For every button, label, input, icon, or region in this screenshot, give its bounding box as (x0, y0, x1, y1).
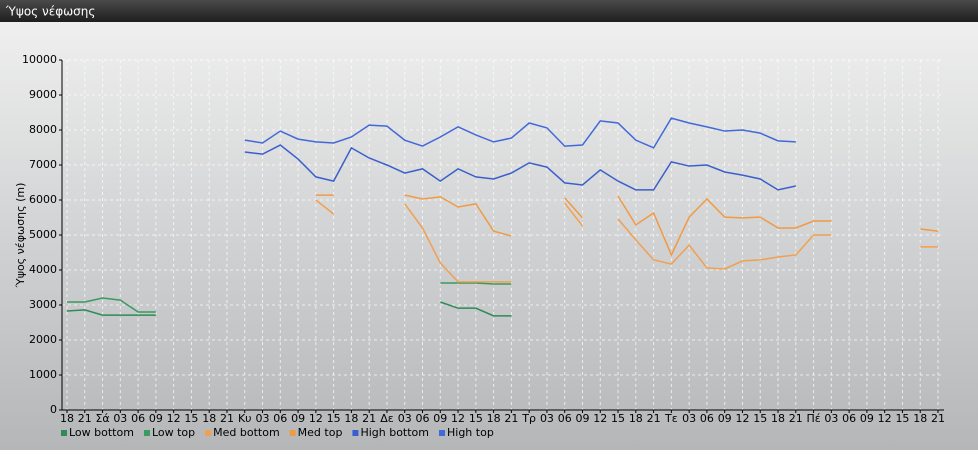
x-tick-label: 15 (184, 412, 198, 425)
x-tick-label: 15 (753, 412, 767, 425)
header (0, 0, 978, 22)
x-tick-label: 21 (504, 412, 518, 425)
series-line (244, 144, 796, 191)
x-tick-label: 12 (451, 412, 465, 425)
x-tick-label: Κυ (238, 412, 252, 425)
y-axis-label: Ύψος νέφωσης (m) (14, 183, 27, 289)
x-tick-label: 12 (593, 412, 607, 425)
y-tick-label: 7000 (29, 158, 57, 171)
x-tick-label: Τρ (521, 412, 536, 425)
x-tick-label: 12 (735, 412, 749, 425)
legend-label: Low top (152, 426, 195, 439)
y-tick-label: 4000 (29, 263, 57, 276)
x-tick-label: 06 (416, 412, 430, 425)
x-tick-label: 18 (202, 412, 216, 425)
x-tick-label: Δε (380, 412, 394, 425)
series-line (244, 117, 796, 149)
y-tick-label: 9000 (29, 88, 57, 101)
x-tick-label: 03 (540, 412, 554, 425)
x-tick-label: 03 (682, 412, 696, 425)
x-tick-label: 09 (860, 412, 874, 425)
x-tick-label: 06 (842, 412, 856, 425)
y-tick-label: 3000 (29, 298, 57, 311)
x-tick-label: 06 (131, 412, 145, 425)
legend-label: Med bottom (213, 426, 280, 439)
legend-swatch (289, 430, 296, 436)
series-line (66, 301, 512, 317)
x-tick-label: 06 (700, 412, 714, 425)
x-tick-label: 09 (433, 412, 447, 425)
x-tick-label: 21 (78, 412, 92, 425)
x-tick-label: 21 (931, 412, 945, 425)
x-tick-label: 06 (558, 412, 572, 425)
x-tick-label: 18 (771, 412, 785, 425)
x-tick-label: 06 (273, 412, 287, 425)
x-tick-label: 15 (327, 412, 341, 425)
x-tick-label: Πέ (806, 412, 820, 425)
legend-label: Med top (298, 426, 343, 439)
legend: Low bottom Low top Med bottom Med top High b… (61, 426, 494, 439)
plot-area: 0 1000 2000 3000 4000 5000 6000 7000 8000 9000 100… (22, 53, 945, 425)
y-tick-label: 10000 (22, 53, 57, 66)
x-tick-label: 18 (913, 412, 927, 425)
y-tick-label: 5000 (29, 228, 57, 241)
legend-swatch (352, 430, 359, 436)
x-tick-label: 15 (895, 412, 909, 425)
x-tick-label: 09 (149, 412, 163, 425)
x-tick-label: 03 (256, 412, 270, 425)
x-tick-label: 15 (469, 412, 483, 425)
y-tick-label: 2000 (29, 333, 57, 346)
legend-swatch (61, 430, 67, 436)
x-tick-label: 12 (167, 412, 181, 425)
x-tick-label: 21 (789, 412, 803, 425)
x-tick-label: Σά (95, 412, 109, 425)
legend-label: High bottom (360, 426, 429, 439)
x-tick-label: 21 (220, 412, 234, 425)
x-tick-label: 18 (60, 412, 74, 425)
legend-swatch (205, 430, 212, 436)
legend-swatch (439, 430, 445, 436)
series-line (315, 194, 939, 257)
legend-label: Low bottom (69, 426, 134, 439)
x-tick-label: 03 (824, 412, 838, 425)
y-tick-label: 1000 (29, 368, 57, 381)
legend-swatch (143, 430, 150, 436)
y-tick-label: 0 (50, 403, 57, 416)
x-tick-label: 09 (718, 412, 732, 425)
x-tick-label: 21 (362, 412, 376, 425)
series-line (67, 282, 512, 313)
x-tick-label: 12 (309, 412, 323, 425)
x-tick-label: 21 (647, 412, 661, 425)
x-tick-label: Τε (664, 412, 678, 425)
y-tick-label: 8000 (29, 123, 57, 136)
window-title: Ύψος νέφωσης (5, 5, 95, 19)
legend-label: High top (447, 426, 494, 439)
x-tick-label: 18 (487, 412, 501, 425)
x-tick-label: 09 (575, 412, 589, 425)
x-tick-label: 12 (878, 412, 892, 425)
x-tick-label: 15 (611, 412, 625, 425)
x-tick-label: 18 (629, 412, 643, 425)
x-tick-label: 03 (113, 412, 127, 425)
x-tick-label: 03 (398, 412, 412, 425)
series-line (315, 199, 938, 283)
x-tick-label: 18 (344, 412, 358, 425)
y-tick-label: 6000 (29, 193, 57, 206)
x-tick-label: 09 (291, 412, 305, 425)
